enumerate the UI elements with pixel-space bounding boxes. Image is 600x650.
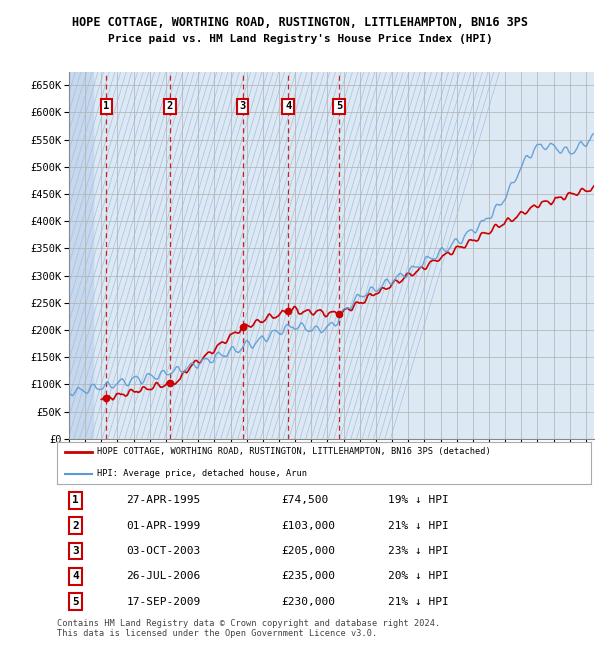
Text: 1: 1 <box>73 495 79 505</box>
Text: £74,500: £74,500 <box>281 495 329 505</box>
Text: 3: 3 <box>73 546 79 556</box>
Text: £205,000: £205,000 <box>281 546 335 556</box>
Text: 1: 1 <box>103 101 110 111</box>
Text: 21% ↓ HPI: 21% ↓ HPI <box>388 521 449 530</box>
Text: 26-JUL-2006: 26-JUL-2006 <box>127 571 200 581</box>
Text: 21% ↓ HPI: 21% ↓ HPI <box>388 597 449 606</box>
Text: 03-OCT-2003: 03-OCT-2003 <box>127 546 200 556</box>
Text: HPI: Average price, detached house, Arun: HPI: Average price, detached house, Arun <box>97 469 307 478</box>
Text: 19% ↓ HPI: 19% ↓ HPI <box>388 495 449 505</box>
Text: HOPE COTTAGE, WORTHING ROAD, RUSTINGTON, LITTLEHAMPTON, BN16 3PS (detached): HOPE COTTAGE, WORTHING ROAD, RUSTINGTON,… <box>97 447 491 456</box>
Text: £103,000: £103,000 <box>281 521 335 530</box>
Text: 4: 4 <box>285 101 292 111</box>
Text: 20% ↓ HPI: 20% ↓ HPI <box>388 571 449 581</box>
Text: 2: 2 <box>167 101 173 111</box>
Text: £235,000: £235,000 <box>281 571 335 581</box>
Text: Price paid vs. HM Land Registry's House Price Index (HPI): Price paid vs. HM Land Registry's House … <box>107 34 493 44</box>
Text: 3: 3 <box>239 101 246 111</box>
Text: 5: 5 <box>336 101 342 111</box>
Text: HOPE COTTAGE, WORTHING ROAD, RUSTINGTON, LITTLEHAMPTON, BN16 3PS: HOPE COTTAGE, WORTHING ROAD, RUSTINGTON,… <box>72 16 528 29</box>
Text: 4: 4 <box>73 571 79 581</box>
Text: 5: 5 <box>73 597 79 606</box>
Text: 2: 2 <box>73 521 79 530</box>
Text: 27-APR-1995: 27-APR-1995 <box>127 495 200 505</box>
Text: Contains HM Land Registry data © Crown copyright and database right 2024.
This d: Contains HM Land Registry data © Crown c… <box>57 619 440 638</box>
Text: £230,000: £230,000 <box>281 597 335 606</box>
Text: 01-APR-1999: 01-APR-1999 <box>127 521 200 530</box>
Text: 17-SEP-2009: 17-SEP-2009 <box>127 597 200 606</box>
Text: 23% ↓ HPI: 23% ↓ HPI <box>388 546 449 556</box>
